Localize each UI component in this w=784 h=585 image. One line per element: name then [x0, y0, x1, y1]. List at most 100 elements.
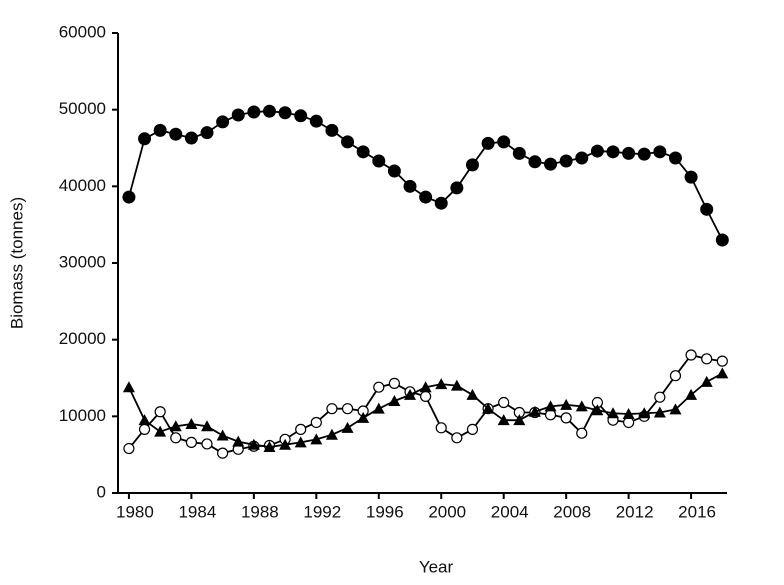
triangle-marker — [653, 406, 666, 418]
triangle-marker — [419, 381, 432, 393]
filled-circle-marker — [247, 105, 261, 119]
filled-circle-marker — [559, 154, 573, 168]
filled-circle-marker — [419, 190, 433, 204]
filled-circle-marker — [622, 146, 636, 160]
open-circle-marker — [326, 403, 338, 415]
open-circle-marker — [420, 390, 432, 402]
open-circle-marker — [701, 353, 713, 365]
open-circle-marker — [685, 349, 697, 361]
filled-circle-marker — [231, 108, 245, 122]
filled-circle-marker — [341, 135, 355, 149]
filled-circle-marker — [200, 126, 214, 140]
triangle-marker — [154, 425, 167, 437]
open-circle-marker — [123, 442, 135, 455]
x-tick-label: 2008 — [553, 502, 591, 521]
filled-circle-marker — [138, 132, 152, 146]
triangle-marker — [622, 408, 635, 420]
triangle-marker — [607, 407, 620, 419]
open-circle-marker — [217, 447, 229, 459]
filled-circle-marker — [668, 151, 682, 165]
x-tick-label: 2004 — [491, 502, 529, 521]
x-tick-label: 1996 — [366, 502, 404, 521]
triangle-marker — [591, 404, 604, 416]
open-circle-marker — [716, 355, 728, 367]
filled-circle-marker — [434, 196, 448, 210]
triangle-marker — [575, 400, 588, 412]
filled-circle-marker — [653, 145, 667, 159]
triangle-marker — [404, 388, 417, 400]
y-tick-label: 50000 — [59, 99, 106, 118]
open-circle-marker — [138, 423, 151, 435]
filled-circle-marker — [278, 106, 292, 120]
filled-circle-marker — [715, 233, 729, 247]
filled-circle-marker — [528, 155, 542, 169]
triangle-marker — [341, 421, 354, 433]
filled-circle-marker — [544, 157, 558, 171]
filled-circle-marker — [450, 181, 464, 195]
x-tick-label: 2000 — [428, 502, 466, 521]
triangle-marker — [544, 400, 557, 412]
open-circle-marker — [560, 412, 572, 424]
open-circle-marker — [201, 438, 213, 450]
filled-circle-marker — [153, 123, 167, 137]
filled-circle-marker — [403, 179, 417, 193]
filled-circle-marker — [216, 115, 230, 129]
open-circle-marker — [310, 416, 322, 429]
filled-circle-marker — [387, 164, 401, 178]
open-circle-marker — [576, 427, 588, 439]
triangle-marker — [716, 367, 729, 379]
y-tick-label: 20000 — [59, 329, 106, 348]
filled-circle-marker — [497, 135, 511, 149]
filled-circle-marker — [481, 136, 495, 150]
triangle-marker — [357, 411, 370, 423]
triangle-marker — [528, 405, 541, 417]
triangle-marker — [138, 414, 151, 426]
triangle-marker — [372, 402, 385, 414]
y-tick-label: 10000 — [59, 406, 106, 425]
open-circle-marker — [654, 391, 666, 403]
filled-circle-marker — [294, 109, 308, 123]
filled-circle-marker — [356, 145, 370, 159]
x-tick-label: 1984 — [178, 502, 216, 521]
filled-circle-marker — [590, 144, 604, 158]
x-tick-label: 2016 — [678, 502, 716, 521]
triangle-marker — [466, 388, 479, 400]
filled-circle-marker — [309, 114, 323, 128]
y-tick-label: 40000 — [59, 176, 106, 195]
open-circle-marker — [388, 377, 400, 389]
x-axis-label: Year — [419, 557, 454, 576]
x-tick-label: 1988 — [241, 502, 279, 521]
filled-circle-marker — [169, 127, 183, 141]
filled-circle-marker — [325, 123, 339, 137]
triangle-marker — [185, 418, 198, 429]
filled-circle-marker — [122, 190, 136, 204]
filled-circle-marker — [372, 154, 386, 168]
y-tick-label: 30000 — [59, 252, 106, 271]
filled-circle-marker — [465, 158, 479, 172]
open-circle-marker — [669, 370, 682, 382]
triangle-marker — [216, 429, 229, 441]
y-tick-label: 60000 — [59, 22, 106, 41]
open-circle-marker — [466, 423, 479, 435]
triangle-marker — [450, 379, 463, 391]
open-circle-marker — [185, 436, 197, 448]
triangle-marker — [388, 395, 401, 406]
triangle-marker — [201, 420, 214, 432]
triangle-marker — [279, 438, 292, 450]
triangle-marker — [310, 433, 323, 445]
y-tick-label: 0 — [97, 482, 106, 501]
y-axis-label: Biomass (tonnes) — [7, 197, 26, 329]
filled-circle-marker — [575, 151, 589, 165]
triangle-marker — [513, 414, 526, 426]
x-tick-label: 1992 — [303, 502, 341, 521]
triangle-marker — [325, 428, 338, 440]
open-circle-marker — [295, 423, 307, 435]
open-circle-marker — [170, 432, 182, 444]
triangle-marker — [435, 378, 448, 390]
triangle-marker — [700, 375, 713, 387]
triangle-marker — [482, 402, 495, 414]
x-tick-label: 2012 — [616, 502, 654, 521]
filled-circle-marker — [262, 104, 276, 118]
series-line — [128, 110, 724, 241]
